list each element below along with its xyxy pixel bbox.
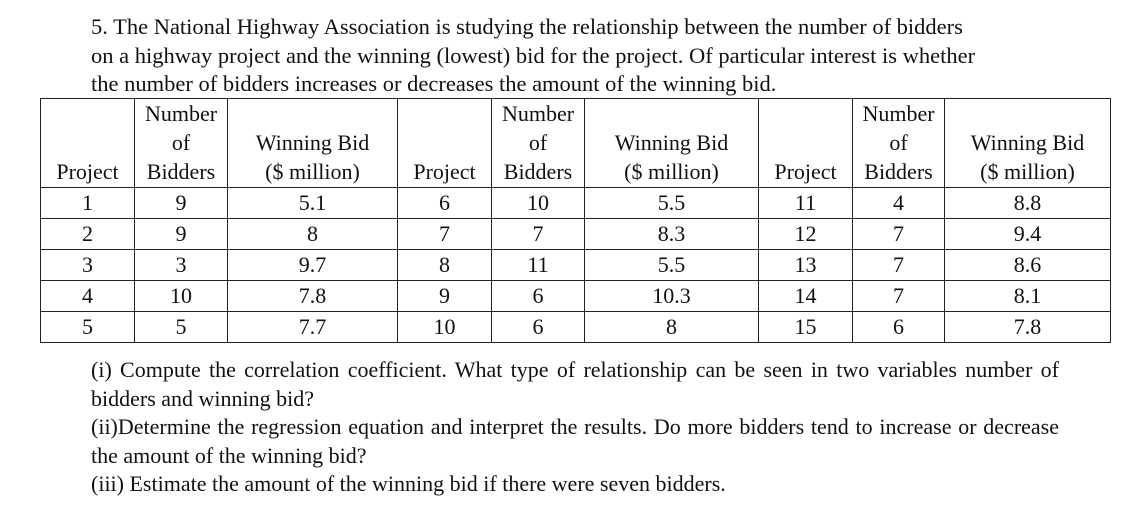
cell-winning-bid: 10.3 (584, 280, 759, 312)
table-row: 4 10 7.8 9 6 10.3 14 7 8.1 (40, 280, 1111, 312)
header-project: Project (397, 98, 492, 188)
cell-winning-bid: 7.8 (227, 280, 398, 312)
cell-project: 2 (40, 218, 135, 250)
cell-winning-bid: 8.6 (944, 249, 1111, 281)
cell-bidders: 7 (852, 218, 945, 250)
problem-statement: 5. The National Highway Association is s… (91, 13, 1076, 99)
cell-winning-bid: 5.5 (584, 249, 759, 281)
header-project: Project (758, 98, 853, 188)
cell-winning-bid: 7.8 (944, 311, 1111, 343)
table-row: 2 9 8 7 7 8.3 12 7 9.4 (40, 218, 1111, 250)
header-project: Project (40, 98, 135, 188)
cell-bidders: 9 (134, 187, 228, 219)
cell-winning-bid: 7.7 (227, 311, 398, 343)
cell-winning-bid: 5.5 (584, 187, 759, 219)
cell-winning-bid: 8.8 (944, 187, 1111, 219)
header-number-of-bidders: Number of Bidders (852, 98, 945, 188)
cell-bidders: 6 (491, 311, 585, 343)
question-ii: (ii)Determine the regression equation an… (91, 414, 1059, 468)
cell-bidders: 7 (852, 280, 945, 312)
cell-project: 8 (397, 249, 492, 281)
cell-bidders: 11 (491, 249, 585, 281)
questions-list: (i) Compute the correlation coefficient.… (91, 356, 1059, 499)
cell-winning-bid: 8.3 (584, 218, 759, 250)
cell-project: 3 (40, 249, 135, 281)
cell-project: 13 (758, 249, 853, 281)
cell-project: 7 (397, 218, 492, 250)
header-number-of-bidders: Number of Bidders (491, 98, 585, 188)
cell-winning-bid: 8.1 (944, 280, 1111, 312)
header-winning-bid: Winning Bid ($ million) (944, 98, 1111, 188)
cell-bidders: 3 (134, 249, 228, 281)
cell-project: 15 (758, 311, 853, 343)
table-row: 5 5 7.7 10 6 8 15 6 7.8 (40, 311, 1111, 343)
cell-project: 14 (758, 280, 853, 312)
cell-winning-bid: 8 (584, 311, 759, 343)
cell-project: 1 (40, 187, 135, 219)
question-iii: (iii) Estimate the amount of the winning… (91, 471, 726, 496)
cell-project: 4 (40, 280, 135, 312)
cell-bidders: 10 (491, 187, 585, 219)
question-i: (i) Compute the correlation coefficient.… (91, 357, 1059, 411)
cell-winning-bid: 9.4 (944, 218, 1111, 250)
problem-line: 5. The National Highway Association is s… (91, 14, 963, 39)
header-number-of-bidders: Number of Bidders (134, 98, 228, 188)
cell-bidders: 5 (134, 311, 228, 343)
cell-winning-bid: 5.1 (227, 187, 398, 219)
table-row: 1 9 5.1 6 10 5.5 11 4 8.8 (40, 187, 1111, 219)
cell-bidders: 7 (491, 218, 585, 250)
table-header-row: Project Number of Bidders Winning Bid ($… (40, 98, 1111, 188)
cell-project: 5 (40, 311, 135, 343)
cell-bidders: 10 (134, 280, 228, 312)
cell-bidders: 6 (491, 280, 585, 312)
cell-project: 10 (397, 311, 492, 343)
problem-line: on a highway project and the winning (lo… (91, 42, 976, 68)
bidders-data-table: Project Number of Bidders Winning Bid ($… (40, 98, 1111, 343)
cell-project: 11 (758, 187, 853, 219)
cell-bidders: 9 (134, 218, 228, 250)
header-winning-bid: Winning Bid ($ million) (584, 98, 759, 188)
table-row: 3 3 9.7 8 11 5.5 13 7 8.6 (40, 249, 1111, 281)
cell-project: 9 (397, 280, 492, 312)
cell-winning-bid: 8 (227, 218, 398, 250)
cell-project: 6 (397, 187, 492, 219)
header-winning-bid: Winning Bid ($ million) (227, 98, 398, 188)
problem-line: the number of bidders increases or decre… (91, 71, 777, 96)
cell-bidders: 6 (852, 311, 945, 343)
cell-bidders: 7 (852, 249, 945, 281)
cell-project: 12 (758, 218, 853, 250)
cell-winning-bid: 9.7 (227, 249, 398, 281)
cell-bidders: 4 (852, 187, 945, 219)
